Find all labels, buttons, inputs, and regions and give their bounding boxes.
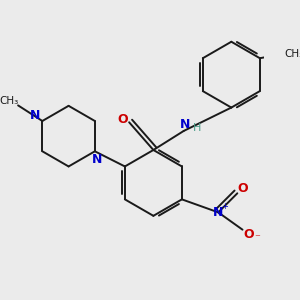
Text: O: O [237, 182, 248, 196]
Text: N: N [92, 154, 103, 166]
Text: +: + [221, 202, 228, 211]
Text: ⁻: ⁻ [254, 233, 260, 243]
Text: N: N [30, 109, 40, 122]
Text: CH₃: CH₃ [0, 96, 19, 106]
Text: O: O [118, 113, 128, 126]
Text: N: N [180, 118, 190, 130]
Text: H: H [194, 123, 202, 133]
Text: O: O [243, 227, 254, 241]
Text: N: N [213, 206, 224, 219]
Text: CH₃: CH₃ [285, 49, 300, 59]
